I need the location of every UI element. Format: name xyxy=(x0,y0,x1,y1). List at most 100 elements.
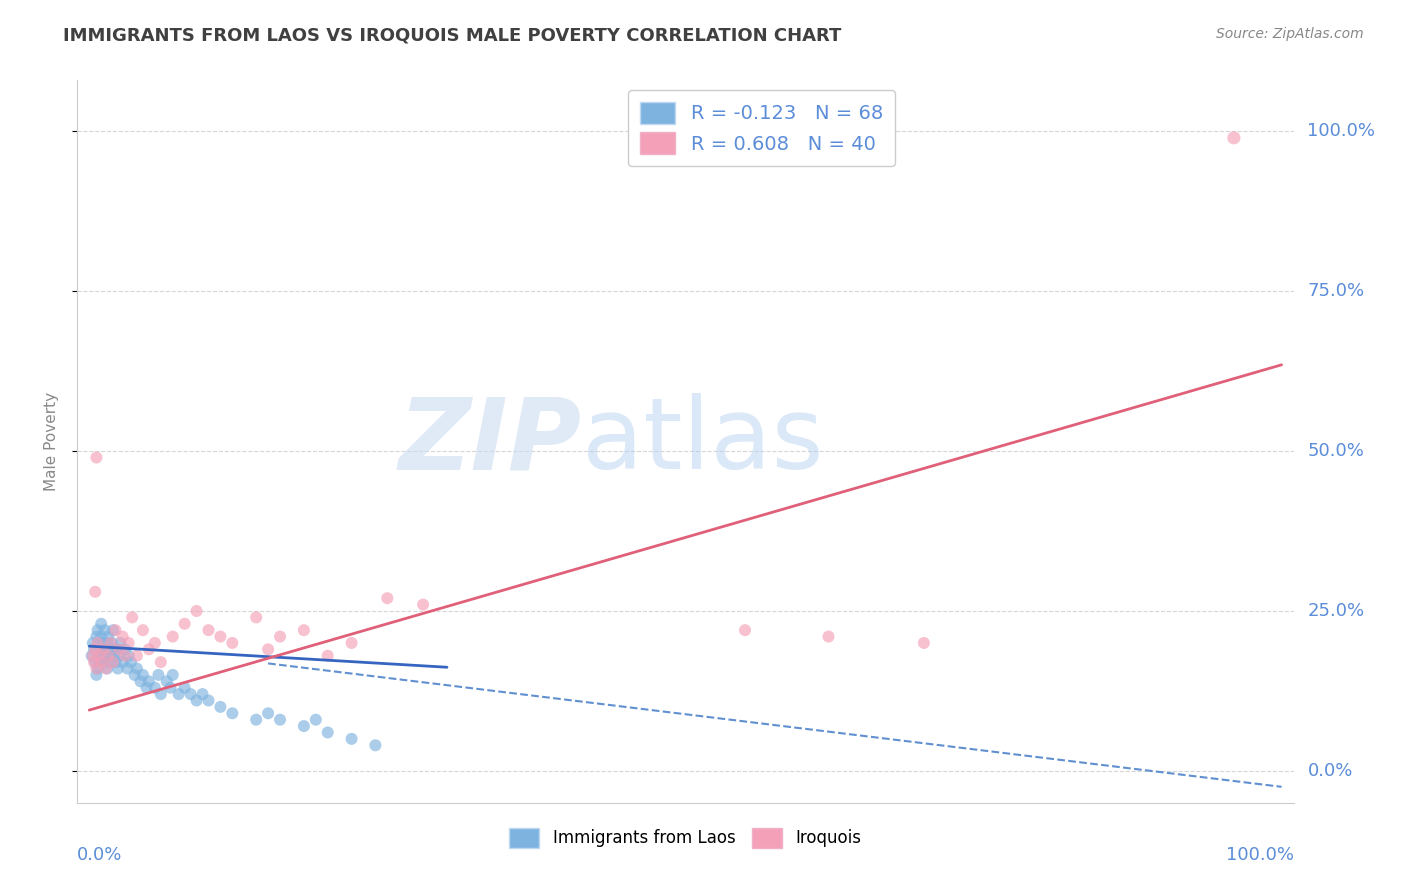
Text: atlas: atlas xyxy=(582,393,824,490)
Point xyxy=(93,642,115,657)
Point xyxy=(117,648,139,663)
Point xyxy=(114,642,136,657)
Point xyxy=(90,655,112,669)
Point xyxy=(96,636,118,650)
Point xyxy=(135,681,157,695)
Point xyxy=(101,642,124,657)
Point xyxy=(91,648,114,663)
Point xyxy=(209,630,232,644)
Point xyxy=(117,636,139,650)
Point xyxy=(167,687,190,701)
Point xyxy=(191,687,214,701)
Point xyxy=(91,636,114,650)
Point xyxy=(98,648,121,663)
Point xyxy=(209,699,232,714)
Text: 75.0%: 75.0% xyxy=(1308,282,1365,301)
Point xyxy=(245,610,267,624)
Text: Source: ZipAtlas.com: Source: ZipAtlas.com xyxy=(1216,27,1364,41)
Point xyxy=(305,713,328,727)
Point xyxy=(93,655,115,669)
Point xyxy=(101,655,124,669)
Point xyxy=(90,616,112,631)
Text: 0.0%: 0.0% xyxy=(1308,762,1353,780)
Text: 100.0%: 100.0% xyxy=(1226,847,1294,864)
Point xyxy=(108,642,131,657)
Point xyxy=(129,674,152,689)
Point xyxy=(132,623,155,637)
Point xyxy=(159,681,181,695)
Point xyxy=(734,623,756,637)
Point xyxy=(111,630,134,644)
Point xyxy=(162,668,184,682)
Point xyxy=(364,738,387,752)
Point xyxy=(375,591,398,606)
Point xyxy=(292,623,315,637)
Point xyxy=(87,648,110,663)
Point xyxy=(87,636,110,650)
Point xyxy=(101,623,124,637)
Point xyxy=(245,713,267,727)
Point xyxy=(103,648,125,663)
Point xyxy=(105,642,128,657)
Point xyxy=(94,661,117,675)
Point xyxy=(100,636,122,650)
Text: 100.0%: 100.0% xyxy=(1308,122,1375,140)
Point xyxy=(340,636,363,650)
Point xyxy=(96,661,118,675)
Point xyxy=(132,668,155,682)
Text: IMMIGRANTS FROM LAOS VS IROQUOIS MALE POVERTY CORRELATION CHART: IMMIGRANTS FROM LAOS VS IROQUOIS MALE PO… xyxy=(63,27,842,45)
Point xyxy=(221,706,243,721)
Point xyxy=(90,630,112,644)
Point xyxy=(97,648,120,663)
Point xyxy=(94,648,117,663)
Point xyxy=(121,610,143,624)
Point xyxy=(817,630,839,644)
Point xyxy=(173,681,195,695)
Point xyxy=(149,655,172,669)
Point xyxy=(100,655,122,669)
Point xyxy=(94,623,117,637)
Point xyxy=(84,584,107,599)
Point xyxy=(340,731,363,746)
Point xyxy=(412,598,434,612)
Point xyxy=(186,693,208,707)
Text: 50.0%: 50.0% xyxy=(1308,442,1364,460)
Point xyxy=(89,655,111,669)
Point xyxy=(84,655,107,669)
Point xyxy=(124,668,146,682)
Point xyxy=(86,450,108,465)
Point xyxy=(82,636,104,650)
Point xyxy=(143,636,166,650)
Point xyxy=(87,648,110,663)
Point xyxy=(104,655,127,669)
Point xyxy=(86,661,108,675)
Point xyxy=(86,668,108,682)
Point xyxy=(125,648,148,663)
Point xyxy=(83,655,105,669)
Point xyxy=(173,616,195,631)
Point xyxy=(97,642,120,657)
Point xyxy=(86,623,108,637)
Point xyxy=(114,648,136,663)
Point xyxy=(269,630,291,644)
Text: 25.0%: 25.0% xyxy=(1308,602,1365,620)
Point xyxy=(257,642,280,657)
Point xyxy=(269,713,291,727)
Legend: Immigrants from Laos, Iroquois: Immigrants from Laos, Iroquois xyxy=(501,820,870,856)
Text: ZIP: ZIP xyxy=(399,393,582,490)
Point xyxy=(912,636,935,650)
Point xyxy=(197,693,219,707)
Point xyxy=(104,623,127,637)
Point xyxy=(138,674,160,689)
Point xyxy=(108,648,131,663)
Point xyxy=(125,661,148,675)
Text: 0.0%: 0.0% xyxy=(77,847,122,864)
Point xyxy=(120,655,142,669)
Point xyxy=(111,655,134,669)
Point xyxy=(1223,131,1246,145)
Point xyxy=(86,636,108,650)
Point xyxy=(149,687,172,701)
Point xyxy=(186,604,208,618)
Point xyxy=(107,661,129,675)
Point xyxy=(292,719,315,733)
